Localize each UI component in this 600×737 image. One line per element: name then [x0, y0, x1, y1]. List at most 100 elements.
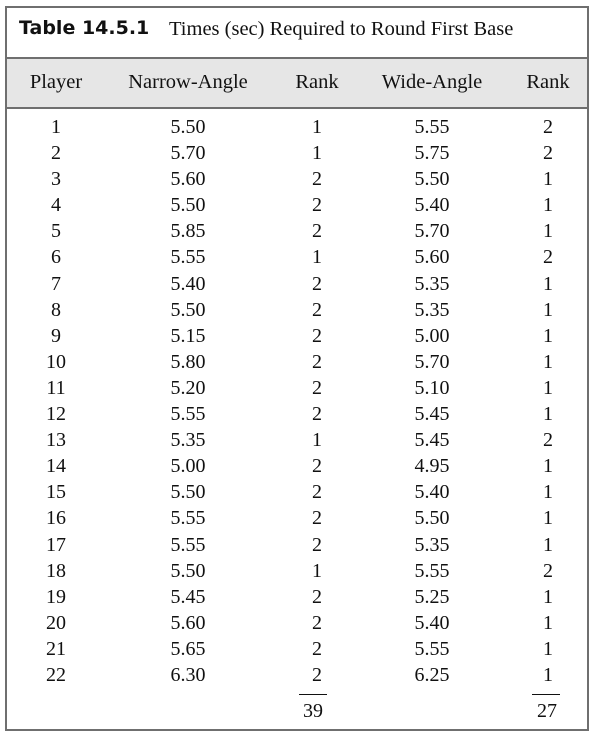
table-row: 20 5.60 2 5.40 1	[7, 610, 587, 636]
table-caption: Times (sec) Required to Round First Base	[169, 18, 514, 40]
column-header-player: Player	[29, 71, 83, 93]
table-row: 18 5.50 1 5.55 2	[7, 558, 587, 584]
wide-rank-cell: 2	[543, 429, 553, 452]
player-cell: 15	[46, 481, 66, 504]
player-cell: 18	[46, 559, 66, 582]
player-cell: 13	[46, 429, 66, 452]
table-row: 1 5.50 1 5.55 2	[7, 114, 587, 140]
narrow-rank-cell: 2	[312, 376, 322, 399]
table-row: 9 5.15 2 5.00 1	[7, 323, 587, 349]
player-cell: 21	[46, 637, 66, 660]
wide-rank-cell: 1	[543, 507, 553, 530]
table-row: 21 5.65 2 5.55 1	[7, 636, 587, 662]
narrow-rank-cell: 1	[312, 116, 322, 138]
table-row: 14 5.00 2 4.95 1	[7, 453, 587, 479]
wide-angle-cell: 5.60	[414, 246, 450, 269]
table-row: 12 5.55 2 5.45 1	[7, 401, 587, 427]
player-cell: 6	[51, 246, 61, 269]
narrow-rank-total: 39	[303, 700, 323, 722]
player-cell: 14	[46, 455, 66, 478]
narrow-rank-cell: 2	[312, 298, 322, 321]
wide-angle-cell: 5.55	[414, 116, 450, 138]
narrow-rank-cell: 2	[312, 611, 322, 634]
player-cell: 16	[46, 507, 66, 530]
wide-rank-cell: 1	[543, 376, 553, 399]
player-cell: 22	[46, 663, 66, 686]
table-row: 11 5.20 2 5.10 1	[7, 375, 587, 401]
narrow-angle-cell: 5.00	[170, 455, 206, 478]
wide-angle-cell: 5.50	[414, 507, 450, 530]
player-cell: 9	[51, 324, 61, 347]
wide-rank-cell: 2	[543, 142, 553, 165]
narrow-rank-cell: 2	[312, 663, 322, 686]
player-cell: 4	[51, 194, 61, 217]
wide-angle-cell: 5.35	[414, 298, 450, 321]
narrow-angle-cell: 5.35	[170, 429, 206, 452]
player-cell: 20	[46, 611, 66, 634]
narrow-rank-cell: 2	[312, 507, 322, 530]
wide-rank-cell: 1	[543, 168, 553, 191]
wide-angle-cell: 5.40	[414, 611, 450, 634]
wide-angle-cell: 5.35	[414, 272, 450, 295]
wide-angle-cell: 5.10	[414, 376, 450, 399]
narrow-rank-cell: 1	[312, 559, 322, 582]
narrow-angle-cell: 5.85	[170, 220, 206, 243]
narrow-rank-cell: 2	[312, 194, 322, 217]
table-title-bar: Table 14.5.1 Times (sec) Required to Rou…	[7, 8, 587, 59]
narrow-rank-cell: 2	[312, 455, 322, 478]
player-cell: 3	[51, 168, 61, 191]
table-row: 13 5.35 1 5.45 2	[7, 427, 587, 453]
column-header-wide-rank: Rank	[526, 71, 570, 93]
table-row: 15 5.50 2 5.40 1	[7, 479, 587, 505]
narrow-angle-cell: 5.55	[170, 507, 206, 530]
wide-angle-cell: 5.45	[414, 429, 450, 452]
narrow-angle-cell: 5.50	[170, 481, 206, 504]
narrow-angle-cell: 5.50	[170, 298, 206, 321]
narrow-angle-cell: 5.50	[170, 559, 206, 582]
wide-rank-cell: 2	[543, 559, 553, 582]
narrow-rank-cell: 2	[312, 220, 322, 243]
table-row: 7 5.40 2 5.35 1	[7, 271, 587, 297]
narrow-rank-cell: 1	[312, 246, 322, 269]
wide-rank-cell: 1	[543, 455, 553, 478]
player-cell: 8	[51, 298, 61, 321]
narrow-rank-cell: 2	[312, 481, 322, 504]
narrow-rank-cell: 2	[312, 533, 322, 556]
wide-angle-cell: 5.40	[414, 481, 450, 504]
narrow-angle-cell: 5.50	[170, 116, 206, 138]
narrow-rank-cell: 2	[312, 168, 322, 191]
wide-rank-cell: 1	[543, 350, 553, 373]
narrow-rank-cell: 2	[312, 403, 322, 426]
wide-rank-total: 27	[537, 700, 557, 722]
wide-rank-cell: 1	[543, 481, 553, 504]
wide-rank-cell: 1	[543, 663, 553, 686]
narrow-rank-cell: 2	[312, 324, 322, 347]
wide-rank-cell: 1	[543, 403, 553, 426]
narrow-angle-cell: 5.80	[170, 350, 206, 373]
narrow-angle-cell: 5.50	[170, 194, 206, 217]
narrow-rank-cell: 2	[312, 272, 322, 295]
wide-angle-cell: 5.45	[414, 403, 450, 426]
wide-angle-cell: 5.70	[414, 350, 450, 373]
narrow-rank-sum-rule	[299, 694, 327, 695]
narrow-angle-cell: 5.40	[170, 272, 206, 295]
column-header-wide-angle: Wide-Angle	[381, 71, 483, 93]
narrow-rank-cell: 1	[312, 429, 322, 452]
wide-rank-cell: 1	[543, 637, 553, 660]
narrow-rank-cell: 2	[312, 637, 322, 660]
narrow-angle-cell: 5.70	[170, 142, 206, 165]
narrow-rank-cell: 2	[312, 585, 322, 608]
wide-angle-cell: 5.75	[414, 142, 450, 165]
table-frame: Table 14.5.1 Times (sec) Required to Rou…	[5, 6, 589, 731]
narrow-angle-cell: 5.65	[170, 637, 206, 660]
narrow-angle-cell: 5.15	[170, 324, 206, 347]
wide-angle-cell: 6.25	[414, 663, 450, 686]
wide-angle-cell: 5.35	[414, 533, 450, 556]
wide-angle-cell: 5.50	[414, 168, 450, 191]
table-number: Table 14.5.1	[19, 17, 150, 39]
wide-angle-cell: 5.40	[414, 194, 450, 217]
wide-angle-cell: 5.25	[414, 585, 450, 608]
narrow-angle-cell: 5.20	[170, 376, 206, 399]
table-row: 6 5.55 1 5.60 2	[7, 244, 587, 270]
wide-rank-cell: 1	[543, 324, 553, 347]
